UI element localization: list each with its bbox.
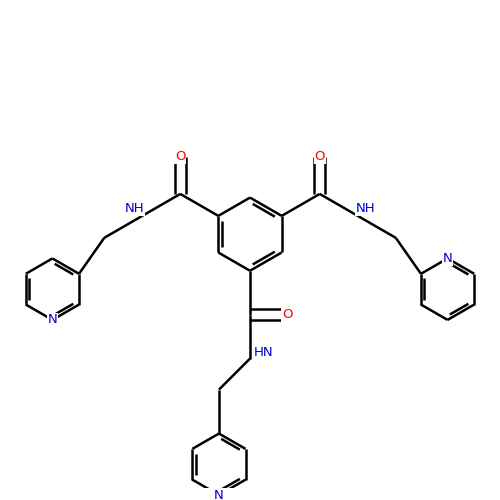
Text: NH: NH: [125, 202, 144, 215]
Text: N: N: [442, 252, 452, 265]
Text: O: O: [314, 150, 325, 163]
Text: O: O: [175, 150, 186, 163]
Text: HN: HN: [254, 346, 274, 359]
Text: N: N: [48, 314, 58, 326]
Text: NH: NH: [356, 202, 375, 215]
Text: O: O: [282, 308, 292, 321]
Text: N: N: [214, 488, 224, 500]
